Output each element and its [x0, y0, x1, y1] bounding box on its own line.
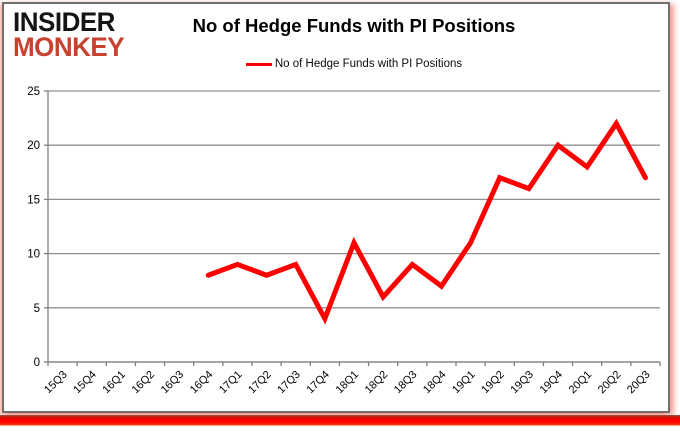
legend-label: No of Hedge Funds with PI Positions [274, 58, 463, 70]
x-tick-label: 18Q4 [421, 369, 449, 397]
x-tick-label: 20Q3 [625, 369, 653, 397]
y-tick-label: 15 [27, 194, 40, 206]
chart-frame [2, 2, 670, 413]
data-line [205, 118, 648, 325]
x-tick-label: 18Q2 [363, 369, 391, 397]
legend-line-swatch [245, 62, 272, 66]
logo-word-insider: INSIDER [13, 5, 115, 38]
x-tick-label: 20Q2 [596, 369, 624, 397]
x-tick-label: 15Q3 [42, 369, 70, 397]
x-tick-label: 15Q4 [71, 369, 99, 397]
x-tick-label: 17Q2 [246, 369, 274, 397]
logo-word-monkey: MONKEY [13, 30, 125, 63]
insider-monkey-logo: INSIDER MONKEY [13, 5, 125, 63]
x-tick-label: 19Q1 [450, 369, 478, 397]
y-tick-label: 25 [27, 86, 40, 98]
chart-title: No of Hedge Funds with PI Positions [192, 15, 516, 36]
x-tick-label: 16Q1 [100, 369, 128, 397]
y-tick-label: 0 [34, 357, 40, 369]
x-tick-label: 16Q4 [188, 369, 216, 397]
y-tick-label: 20 [27, 140, 40, 152]
red-glow-bar [0, 415, 680, 426]
y-tick-label: 10 [27, 249, 40, 261]
y-tick-label: 5 [34, 303, 40, 315]
x-tick-label: 19Q2 [479, 369, 507, 397]
x-tick-label: 18Q1 [334, 369, 362, 397]
chart-legend: No of Hedge Funds with PI Positions [48, 58, 660, 70]
x-tick-label: 17Q4 [304, 369, 332, 397]
x-tick-label: 16Q3 [159, 369, 187, 397]
x-tick-label: 19Q4 [538, 369, 566, 397]
x-tick-label: 17Q1 [217, 369, 245, 397]
x-tick-label: 16Q2 [130, 369, 158, 397]
x-tick-label: 20Q1 [567, 369, 595, 397]
x-tick-label: 17Q3 [275, 369, 303, 397]
x-tick-label: 19Q3 [508, 369, 536, 397]
x-tick-label: 18Q3 [392, 369, 420, 397]
